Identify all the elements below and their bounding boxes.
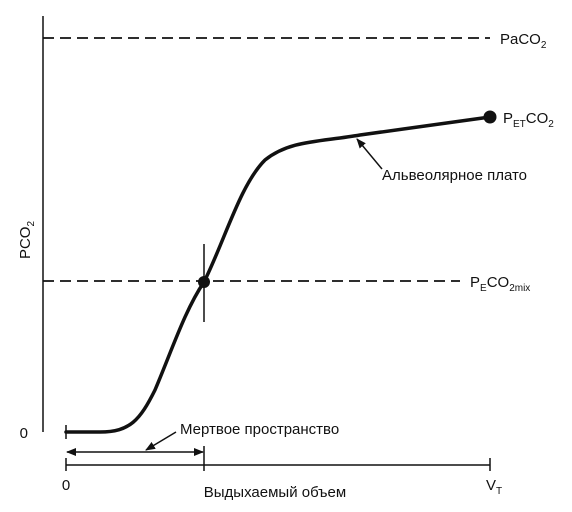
y-axis-label: PCO2 — [17, 221, 37, 260]
pet-co2-label: PETCO2 — [503, 110, 554, 130]
plateau-arrow — [356, 138, 383, 170]
y-zero-label: 0 — [20, 425, 28, 442]
x-end-label: VT — [486, 477, 502, 497]
x-axis-label: Выдыхаемый объем — [204, 484, 346, 501]
plateau-label: Альвеолярное плато — [382, 167, 527, 184]
capnogram-curve — [64, 115, 492, 434]
dead-space-pointer — [145, 431, 177, 451]
paco2-label: PaCO2 — [500, 31, 547, 51]
dead-space-label: Мертвое пространство — [180, 421, 339, 438]
x-zero-label: 0 — [62, 477, 70, 494]
midpoint-marker — [198, 276, 210, 288]
pe-co2-mix-label: PECO2mix — [470, 274, 530, 294]
curve-end-marker — [483, 110, 497, 124]
